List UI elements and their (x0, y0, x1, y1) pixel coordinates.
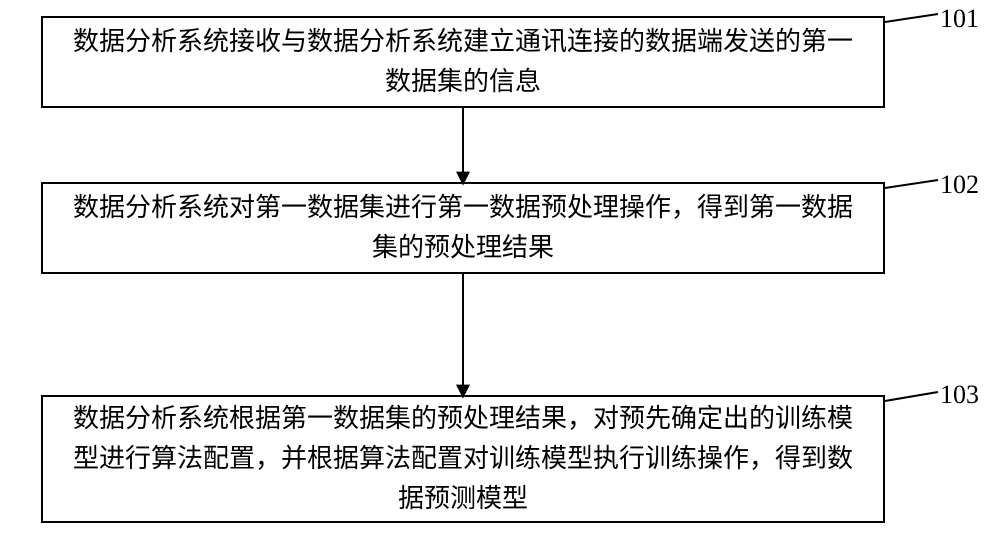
callout-line (885, 392, 938, 401)
connector-layer (0, 0, 1000, 553)
flowchart-canvas: 数据分析系统接收与数据分析系统建立通讯连接的数据端发送的第一数据集的信息 数据分… (0, 0, 1000, 553)
callout-line (885, 14, 938, 22)
callout-line (885, 180, 938, 188)
callout-group (885, 14, 938, 401)
